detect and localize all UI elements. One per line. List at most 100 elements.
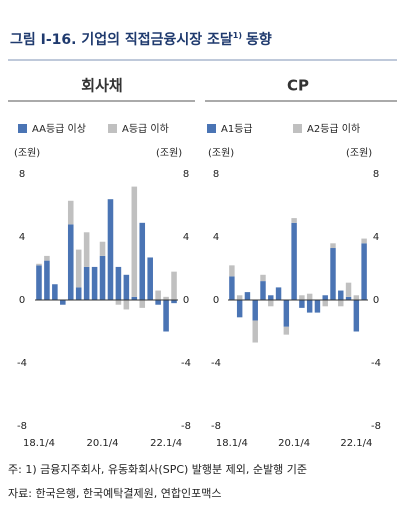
bar (115, 300, 122, 305)
note: 자료: 한국은행, 한국예탁결제원, 연합인포맥스 (8, 487, 221, 500)
y2-tick-label: 8 (183, 169, 189, 180)
y-tick-label: 0 (19, 295, 25, 306)
bar (330, 243, 336, 249)
bar (260, 281, 266, 300)
bar (60, 300, 66, 305)
y-tick-label: 4 (19, 232, 25, 243)
bar (236, 295, 243, 300)
x-tick-label: 20.1/4 (278, 438, 310, 449)
x-tick-label: 20.1/4 (87, 438, 119, 449)
title-suffix: 동향 (246, 31, 272, 48)
bar (345, 282, 352, 297)
bar (236, 300, 243, 318)
y-tick-label: 8 (19, 169, 25, 180)
bar (107, 199, 114, 300)
y2-tick-label: 4 (373, 232, 379, 243)
bar (99, 255, 106, 300)
y2-tick-label: -4 (181, 358, 191, 369)
note: 주: 1) 금융지주회사, 유동화회사(SPC) 발행분 제외, 순발행 기준 (8, 463, 307, 476)
bar (260, 274, 266, 282)
bar (44, 260, 50, 300)
y2-tick-label: -8 (371, 421, 381, 432)
bar (338, 300, 344, 307)
legend-label: A1등급 (221, 123, 253, 135)
bar (139, 222, 146, 300)
bar (299, 295, 305, 300)
y-tick-label: 8 (213, 169, 219, 180)
panel-title: CP (287, 77, 309, 95)
bar (44, 255, 50, 261)
y2-tick-label: 0 (373, 295, 379, 306)
bar (131, 186, 138, 297)
bar (123, 300, 130, 310)
bar (229, 276, 235, 300)
bar (252, 300, 258, 321)
legend-swatch (108, 124, 117, 133)
y-tick-label: -4 (17, 358, 27, 369)
y2-tick-label: 8 (373, 169, 379, 180)
bar (306, 300, 313, 313)
bar (268, 300, 274, 307)
bar (268, 295, 274, 300)
bar (91, 266, 98, 300)
legend-swatch (207, 124, 216, 133)
bar (155, 300, 161, 305)
bar (155, 290, 161, 300)
figure-title: 그림 Ⅰ-16. 기업의 직접금융시장 조달1) 동향 (10, 31, 272, 49)
bar (244, 292, 251, 300)
bar (283, 300, 290, 327)
y-tick-label: -4 (211, 358, 221, 369)
bar (322, 295, 328, 300)
bar (171, 271, 177, 300)
bar (299, 300, 305, 308)
y2-axis-label: (조원) (346, 147, 372, 159)
bar (36, 263, 42, 266)
bar (291, 218, 297, 223)
bar (330, 248, 336, 300)
legend-swatch (293, 124, 302, 133)
bar (99, 241, 106, 256)
bar (306, 293, 313, 300)
y2-tick-label: 4 (183, 232, 189, 243)
bar (283, 326, 290, 335)
y-tick-label: 0 (213, 295, 219, 306)
bar (345, 296, 352, 300)
bar (139, 300, 146, 308)
y-axis-label: (조원) (208, 147, 234, 159)
legend-label: AA등급 이상 (32, 123, 86, 135)
bar (52, 284, 58, 300)
bar (115, 266, 122, 300)
bar (353, 300, 360, 332)
x-tick-label: 22.1/4 (150, 438, 182, 449)
title-note: 1) (233, 31, 242, 40)
panel-title: 회사채 (81, 77, 122, 95)
bar (75, 249, 82, 288)
bar (361, 243, 367, 300)
bar (147, 257, 153, 300)
x-tick-label: 18.1/4 (216, 438, 248, 449)
legend-label: A2등급 이하 (307, 122, 360, 135)
x-tick-label: 22.1/4 (340, 438, 372, 449)
bar (163, 300, 169, 332)
bar (163, 296, 169, 300)
bar (83, 232, 90, 267)
x-tick-label: 18.1/4 (23, 438, 55, 449)
y2-axis-label: (조원) (156, 147, 182, 159)
bar (291, 222, 297, 300)
bar (123, 274, 130, 300)
bar (338, 290, 344, 300)
y-tick-label: -8 (17, 421, 27, 432)
bar (131, 296, 138, 300)
y-tick-label: -8 (211, 421, 221, 432)
bar (229, 265, 235, 277)
bar (275, 287, 282, 300)
bar (36, 265, 42, 300)
title-main: 그림 Ⅰ-16. 기업의 직접금융시장 조달 (10, 31, 233, 48)
bar (361, 238, 367, 244)
bar (83, 266, 90, 300)
legend-label: A등급 이하 (122, 122, 169, 135)
bar (252, 320, 258, 343)
y2-tick-label: -4 (371, 358, 381, 369)
